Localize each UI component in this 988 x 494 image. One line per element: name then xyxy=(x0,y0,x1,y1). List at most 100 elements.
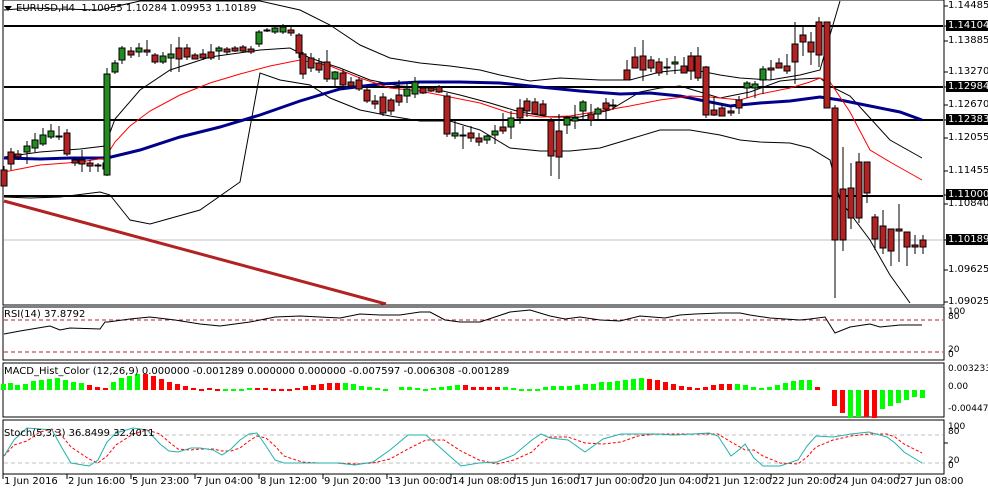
ohlc-values: 1.10055 1.10284 1.09953 1.10189 xyxy=(81,3,257,14)
price-label: 1.12383 xyxy=(946,114,988,125)
candle xyxy=(799,27,807,56)
candle xyxy=(911,235,919,254)
candle xyxy=(127,47,135,58)
candle xyxy=(871,214,879,250)
candle xyxy=(623,60,631,81)
candle xyxy=(231,46,239,52)
candle xyxy=(555,114,563,179)
trendline[interactable] xyxy=(3,199,387,306)
candle xyxy=(718,105,726,117)
candle xyxy=(602,98,610,119)
macd-pane[interactable] xyxy=(1,362,945,418)
candle xyxy=(143,40,151,56)
candle xyxy=(295,33,303,58)
candle xyxy=(631,47,639,69)
rsi-line xyxy=(3,309,922,335)
candle xyxy=(435,85,443,93)
main-price-pane[interactable] xyxy=(0,0,945,306)
candle xyxy=(247,46,255,54)
price-label: 1.09625 xyxy=(948,264,988,275)
candle xyxy=(903,231,911,266)
candle xyxy=(895,204,903,262)
chart-header: EURUSD,H4 1.10055 1.10284 1.09953 1.1018… xyxy=(4,3,256,14)
candle xyxy=(483,135,491,144)
candle xyxy=(191,53,199,60)
candle xyxy=(807,32,815,65)
time-label: 17 Jun 00:00 xyxy=(580,476,644,487)
candle xyxy=(516,99,524,124)
candle xyxy=(331,71,339,87)
time-label: 24 Jun 04:00 xyxy=(836,476,900,487)
candle xyxy=(47,124,55,139)
candle xyxy=(743,81,751,98)
macd-axis-zero: 0.00 xyxy=(948,382,969,392)
candle xyxy=(31,133,39,152)
candle xyxy=(403,83,411,103)
time-label: 1 Jun 2016 xyxy=(4,476,58,487)
moving-average-fast xyxy=(3,59,923,181)
time-label: 15 Jun 16:00 xyxy=(516,476,580,487)
stoch-axis-80: 80 xyxy=(948,427,960,437)
candle xyxy=(239,45,247,52)
candle xyxy=(23,141,31,164)
candle xyxy=(7,148,15,170)
candle xyxy=(571,105,579,129)
candle xyxy=(78,150,86,172)
candle xyxy=(475,133,483,146)
candle xyxy=(831,105,839,298)
candle xyxy=(271,25,279,34)
price-label: 1.14104 xyxy=(946,20,988,31)
symbol-label: EURUSD,H4 xyxy=(16,3,76,14)
candle xyxy=(55,126,63,140)
horizontal-support-resistance-lines[interactable] xyxy=(4,25,943,197)
time-label: 9 Jun 20:00 xyxy=(324,476,382,487)
price-label: 1.14485 xyxy=(948,0,988,11)
candle xyxy=(118,46,126,64)
candle xyxy=(71,157,79,166)
candle xyxy=(775,58,783,69)
candle xyxy=(307,53,315,72)
candle xyxy=(847,163,855,229)
candle xyxy=(855,153,863,223)
candle xyxy=(594,107,602,121)
macd-axis-top: 0.003233 xyxy=(948,364,988,374)
candle xyxy=(103,68,111,176)
candle xyxy=(879,210,887,254)
candle xyxy=(175,37,183,72)
time-label: 14 Jun 08:00 xyxy=(452,476,516,487)
price-label: 1.13270 xyxy=(948,66,988,77)
price-label: 1.09025 xyxy=(948,296,988,307)
candle xyxy=(710,97,718,116)
moving-average-slow xyxy=(3,80,923,161)
stoch-axis-0: 0 xyxy=(948,461,954,471)
rsi-axis-0: 0 xyxy=(948,350,954,360)
rsi-pane[interactable] xyxy=(2,306,945,361)
dropdown-triangle-icon[interactable] xyxy=(4,5,12,11)
candle xyxy=(563,116,571,134)
candle xyxy=(347,77,355,88)
candle xyxy=(159,52,167,64)
price-label: 1.10840 xyxy=(948,198,988,209)
rsi-label: RSI(14) 37.8792 xyxy=(4,309,86,320)
candle xyxy=(655,58,663,76)
candle xyxy=(94,163,102,172)
price-label: 1.12984 xyxy=(946,81,988,92)
candle xyxy=(223,47,231,55)
candle xyxy=(86,160,94,172)
time-label: 8 Jun 12:00 xyxy=(260,476,318,487)
candle xyxy=(111,60,119,74)
candle xyxy=(443,93,451,137)
candle xyxy=(735,96,743,114)
candle xyxy=(371,95,379,109)
time-label: 13 Jun 00:00 xyxy=(388,476,452,487)
price-label: 1.11000 xyxy=(946,189,988,200)
stoch-main-line xyxy=(3,427,923,467)
bollinger-lower-band xyxy=(3,72,911,304)
candle xyxy=(680,57,688,74)
candle xyxy=(151,53,159,64)
candle xyxy=(467,126,475,142)
price-label: 1.11455 xyxy=(948,165,988,176)
time-axis-ticks xyxy=(2,474,900,479)
stochastic-pane[interactable] xyxy=(2,419,945,475)
